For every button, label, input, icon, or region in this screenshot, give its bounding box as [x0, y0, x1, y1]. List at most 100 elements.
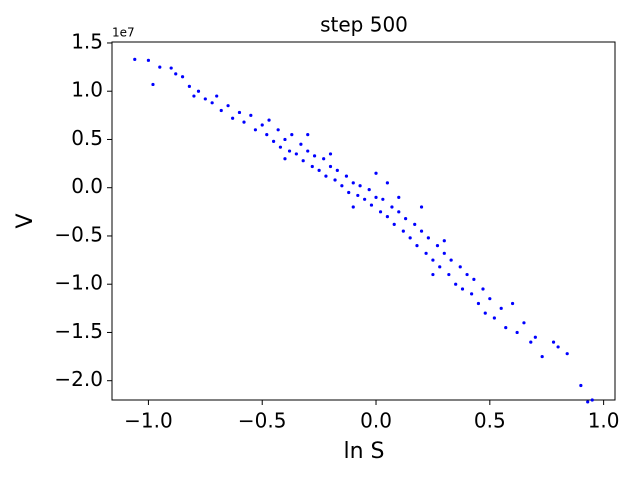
- point: [253, 128, 257, 132]
- point: [351, 205, 355, 209]
- point: [565, 352, 569, 356]
- point: [265, 133, 269, 137]
- point: [237, 110, 242, 115]
- point: [404, 216, 408, 221]
- point: [424, 251, 428, 255]
- point: [271, 139, 276, 143]
- y-tick-label: −2.0: [54, 367, 103, 391]
- point: [306, 149, 310, 153]
- point: [322, 157, 326, 161]
- y-tick-label: −1.0: [54, 271, 103, 295]
- point: [481, 287, 485, 291]
- point: [369, 203, 374, 207]
- point: [378, 210, 383, 214]
- point: [413, 222, 417, 226]
- point: [374, 171, 378, 175]
- point: [203, 97, 207, 101]
- point: [465, 272, 469, 277]
- x-tick-label: −1.0: [124, 409, 173, 433]
- point: [401, 229, 405, 233]
- plot-frame: [111, 41, 616, 401]
- point: [133, 57, 137, 61]
- point: [551, 340, 556, 344]
- y-offset-label: 1e7: [112, 26, 135, 40]
- point: [533, 335, 537, 339]
- point: [363, 197, 367, 201]
- point: [312, 154, 317, 158]
- point: [242, 120, 246, 124]
- point: [579, 383, 583, 388]
- point: [306, 133, 310, 137]
- point: [492, 316, 496, 320]
- point: [299, 142, 303, 146]
- point: [392, 222, 396, 226]
- point: [358, 184, 362, 188]
- point: [290, 133, 294, 137]
- point: [249, 113, 253, 117]
- point: [408, 236, 412, 240]
- point: [472, 277, 476, 281]
- point: [226, 104, 230, 108]
- point: [449, 258, 453, 262]
- point: [397, 195, 401, 199]
- point: [529, 340, 533, 344]
- y-tick-label: −0.5: [54, 222, 103, 246]
- point: [442, 239, 446, 243]
- point: [510, 301, 515, 306]
- point: [344, 174, 349, 178]
- point: [426, 236, 430, 240]
- point: [522, 321, 526, 325]
- point: [210, 101, 214, 105]
- point: [438, 265, 442, 269]
- point: [431, 272, 435, 277]
- y-tick-label: 0.5: [71, 126, 103, 150]
- point: [192, 94, 196, 98]
- point: [294, 152, 298, 156]
- point: [174, 72, 178, 76]
- point: [340, 184, 344, 188]
- x-tick-label: 1.0: [588, 409, 620, 433]
- y-tick-label: 0.0: [71, 174, 103, 198]
- chart-title: step 500: [320, 13, 408, 37]
- y-tick-label: 1.5: [71, 29, 103, 53]
- point: [283, 157, 287, 161]
- point: [278, 145, 283, 149]
- point: [301, 159, 305, 163]
- point: [260, 123, 264, 127]
- point: [586, 400, 590, 404]
- x-tick-label: 0.0: [360, 409, 392, 433]
- point: [317, 168, 321, 172]
- point: [385, 181, 389, 185]
- y-axis-label: V: [13, 213, 38, 228]
- point: [460, 287, 465, 291]
- point: [276, 128, 280, 132]
- point: [333, 178, 337, 182]
- point: [458, 265, 462, 269]
- point: [431, 258, 435, 262]
- point: [419, 205, 424, 209]
- x-tick-label: 0.5: [474, 409, 506, 433]
- point: [215, 94, 219, 98]
- point: [515, 330, 519, 335]
- point: [447, 272, 451, 277]
- point: [390, 205, 394, 209]
- y-tick-label: 1.0: [71, 78, 103, 102]
- point: [356, 193, 360, 198]
- point: [151, 82, 155, 87]
- point: [556, 345, 560, 349]
- x-axis-label: ln S: [343, 439, 384, 464]
- point: [335, 168, 339, 172]
- x-tick-label: −0.5: [238, 409, 287, 433]
- point: [381, 197, 385, 201]
- point: [328, 164, 333, 169]
- point: [374, 195, 378, 199]
- point: [180, 75, 185, 79]
- point: [367, 188, 371, 192]
- point: [385, 215, 389, 219]
- point: [419, 229, 424, 233]
- point: [397, 210, 401, 214]
- point: [590, 398, 594, 402]
- point: [146, 58, 151, 62]
- y-tick-label: −1.5: [54, 319, 103, 343]
